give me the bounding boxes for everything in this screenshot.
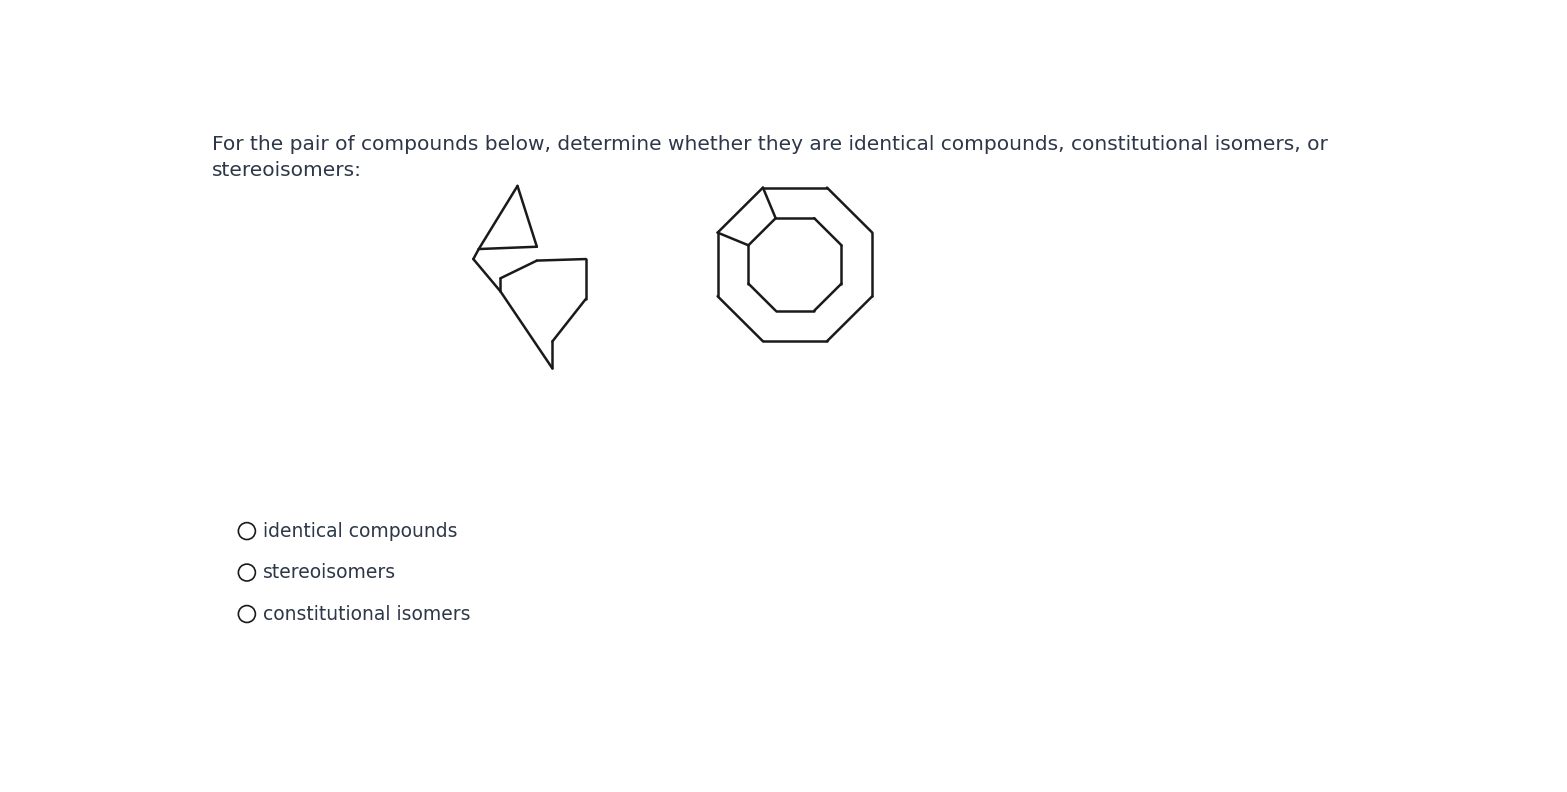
Text: identical compounds: identical compounds (263, 522, 458, 541)
Text: stereoisomers: stereoisomers (263, 563, 396, 582)
Text: constitutional isomers: constitutional isomers (263, 604, 470, 623)
Text: For the pair of compounds below, determine whether they are identical compounds,: For the pair of compounds below, determi… (212, 135, 1327, 180)
